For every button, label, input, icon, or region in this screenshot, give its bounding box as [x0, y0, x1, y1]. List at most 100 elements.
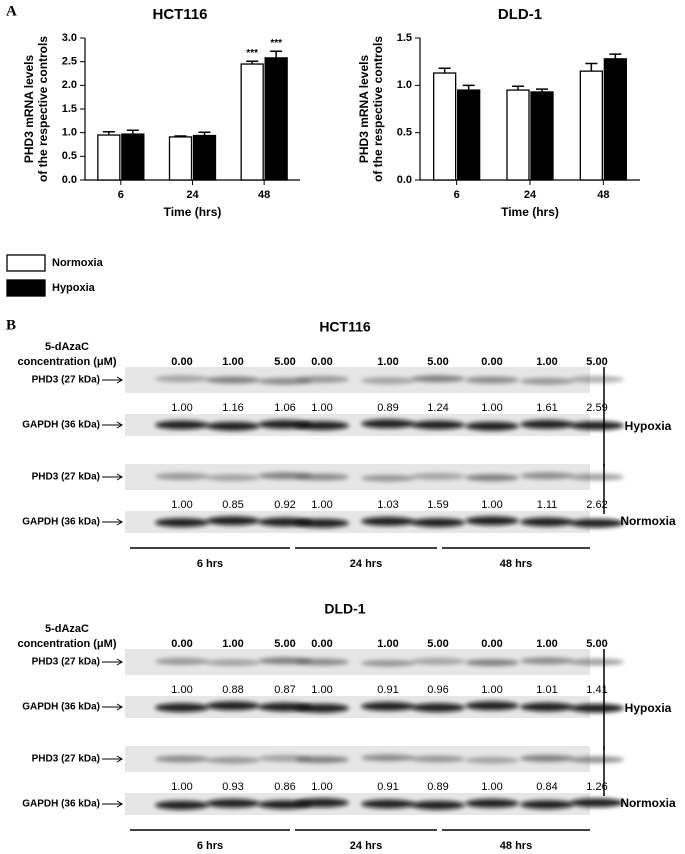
ratio: 0.91 — [377, 781, 398, 793]
x-tick-label: 6 — [118, 189, 124, 201]
target-label: PHD3 (27 kDa) — [32, 754, 100, 765]
ratio: 1.00 — [311, 781, 332, 793]
ratio: 0.96 — [427, 684, 448, 696]
legend-label: Hypoxia — [52, 282, 96, 294]
ratio: 0.93 — [222, 781, 243, 793]
arrow — [102, 658, 123, 666]
x-tick-label: 24 — [524, 189, 537, 201]
ratio: 1.00 — [481, 684, 502, 696]
ratio: 1.41 — [586, 684, 607, 696]
time-label: 6 hrs — [197, 558, 223, 570]
y-axis-label: of the respective controls — [36, 36, 50, 182]
blot-band — [465, 701, 519, 711]
y-tick-label: 0.5 — [62, 150, 77, 162]
time-label: 48 hrs — [500, 558, 532, 570]
x-tick-label: 48 — [258, 189, 270, 201]
error-bar — [198, 131, 211, 136]
blot-band — [206, 474, 260, 482]
significance: *** — [270, 38, 282, 49]
ratio: 1.26 — [586, 781, 607, 793]
blot-band — [155, 472, 209, 480]
blot-band — [465, 376, 519, 384]
x-axis-label: Time (hrs) — [501, 205, 559, 219]
blot-strip — [125, 696, 590, 718]
blot-band — [520, 419, 574, 429]
blot-band — [411, 755, 465, 763]
ratio: 0.85 — [222, 499, 243, 511]
ratio: 2.59 — [586, 402, 607, 414]
blot-band — [465, 798, 519, 808]
blot-band — [155, 518, 209, 528]
blot-strip — [125, 793, 590, 815]
ratio: 1.24 — [427, 402, 448, 414]
blot-title: HCT116 — [319, 319, 371, 335]
arrow — [102, 473, 123, 481]
condition-label: Normoxia — [620, 514, 676, 528]
y-axis-label: PHD3 mRNA levels — [22, 55, 36, 164]
blot-band — [411, 420, 465, 430]
blot-band — [361, 419, 415, 429]
concentration: 1.00 — [536, 356, 557, 368]
loading-label: GAPDH (36 kDa) — [22, 702, 100, 713]
blot-band — [295, 658, 349, 666]
blot-band — [206, 756, 260, 764]
condition-label: Hypoxia — [625, 419, 672, 433]
concentration: 5.00 — [427, 356, 448, 368]
blot-band — [465, 659, 519, 667]
concentration: 5.00 — [427, 638, 448, 650]
ratio: 1.11 — [537, 499, 558, 511]
blot-band — [465, 516, 519, 526]
x-tick-label: 48 — [597, 189, 609, 201]
ratio: 0.89 — [377, 402, 398, 414]
blot-band — [295, 375, 349, 383]
ratio: 1.00 — [171, 684, 192, 696]
blot-band — [570, 421, 624, 431]
blot-band — [206, 421, 260, 431]
blot-band — [520, 377, 574, 385]
blot-band — [155, 657, 209, 665]
ratio: 1.61 — [536, 402, 557, 414]
y-tick-label: 3.0 — [62, 32, 77, 44]
concentration: 1.00 — [377, 638, 398, 650]
blot-band — [520, 657, 574, 665]
blot-band — [570, 658, 624, 666]
ratio: 1.00 — [481, 402, 502, 414]
y-tick-label: 2.5 — [62, 56, 77, 68]
arrow — [102, 800, 123, 808]
ratio: 1.00 — [171, 499, 192, 511]
blot-band — [295, 421, 349, 431]
concentration: 1.00 — [536, 638, 557, 650]
blot-band — [520, 702, 574, 712]
error-bar — [102, 130, 115, 136]
significance: *** — [246, 48, 258, 59]
ratio: 0.88 — [222, 684, 243, 696]
bar — [579, 70, 603, 181]
y-tick-label: 1.0 — [397, 79, 412, 91]
time-label: 24 hrs — [350, 840, 382, 852]
ratio: 1.00 — [481, 499, 502, 511]
ratio: 1.06 — [274, 402, 295, 414]
chart-title: DLD-1 — [498, 6, 542, 23]
treatment-label: concentration (μM) — [17, 638, 116, 650]
bar — [530, 91, 554, 181]
y-tick-label: 1.5 — [62, 103, 77, 115]
ratio: 1.00 — [311, 402, 332, 414]
blot-band — [295, 703, 349, 713]
arrow — [102, 421, 123, 429]
blot-band — [411, 800, 465, 810]
bar — [121, 133, 145, 181]
blot-band — [361, 659, 415, 667]
condition-label: Hypoxia — [625, 701, 672, 715]
panel-label: B — [6, 317, 16, 333]
arrow — [102, 703, 123, 711]
blot-band — [570, 703, 624, 713]
bar — [97, 134, 121, 181]
ratio: 1.00 — [481, 781, 502, 793]
blot-band — [520, 754, 574, 762]
blot-band — [155, 755, 209, 763]
concentration: 0.00 — [171, 356, 192, 368]
treatment-label: 5-dAzaC — [45, 623, 89, 635]
y-tick-label: 2.0 — [62, 79, 77, 91]
concentration: 5.00 — [274, 638, 295, 650]
